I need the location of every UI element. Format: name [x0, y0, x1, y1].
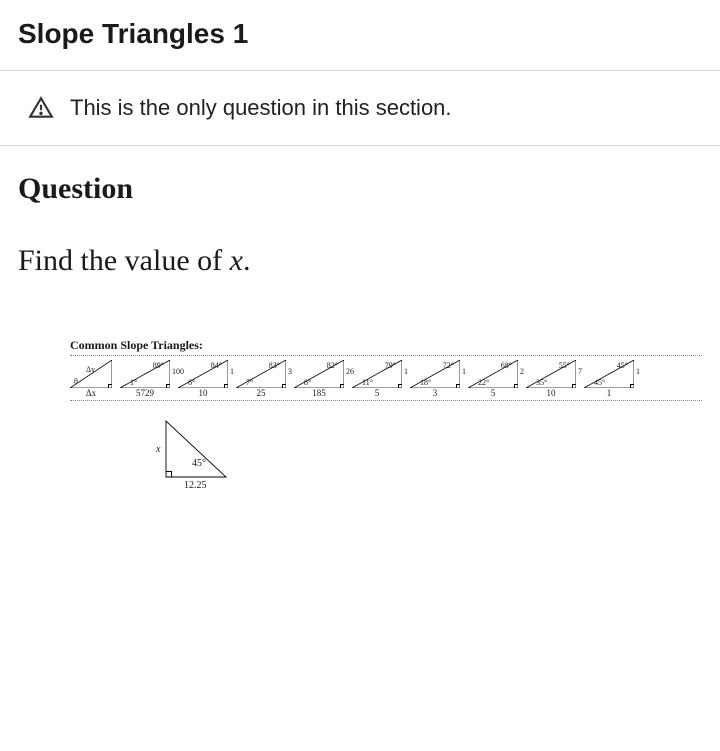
base-label: 25	[257, 389, 266, 398]
base-label: 5	[375, 389, 380, 398]
right-angle-icon	[166, 471, 172, 477]
bottom-angle-label: 6°	[188, 379, 195, 387]
bottom-angle-label: 35°	[536, 379, 547, 387]
bottom-angle-label: 18°	[420, 379, 431, 387]
solo-triangle: x 45° 12.25	[160, 419, 232, 489]
right-side-label: 1	[636, 368, 640, 376]
prompt-prefix: Find the value of	[18, 244, 230, 277]
figure-title: Common Slope Triangles:	[70, 338, 702, 353]
base-label: 5	[491, 389, 496, 398]
right-side-label: 1	[230, 368, 234, 376]
top-angle-label: 55°	[559, 362, 570, 370]
bottom-angle-label: 45°	[594, 379, 605, 387]
right-angle-icon	[282, 384, 286, 388]
right-angle-icon	[224, 384, 228, 388]
top-angle-label: 79°	[385, 362, 396, 370]
right-angle-icon	[108, 384, 112, 388]
bottom-angle-label: 11°	[362, 379, 373, 387]
prompt-variable: x	[230, 244, 243, 277]
delta-x-label: Δx	[86, 389, 96, 398]
solo-base-label: 12.25	[184, 481, 207, 491]
top-angle-label: 72°	[443, 362, 454, 370]
bottom-angle-label: 1°	[130, 379, 137, 387]
right-side-label: 3	[288, 368, 292, 376]
theta-label: θ	[74, 378, 78, 386]
base-label: 10	[547, 389, 556, 398]
right-angle-icon	[166, 384, 170, 388]
right-side-label: 2	[520, 368, 524, 376]
slope-triangle: 83°7°325	[236, 360, 286, 398]
warning-icon	[28, 95, 54, 121]
base-label: 5729	[136, 389, 154, 398]
solo-triangle-row: x 45° 12.25	[70, 419, 702, 489]
alert-text: This is the only question in this sectio…	[70, 95, 452, 121]
right-angle-icon	[398, 384, 402, 388]
top-angle-label: 82°	[327, 362, 338, 370]
slope-triangle: 45°45°11	[584, 360, 634, 398]
top-angle-label: 68°	[501, 362, 512, 370]
triangle-row: θ Δy Δx 89°1°100572984°6°11083°7°32582°8…	[70, 355, 702, 401]
top-angle-label: 83°	[269, 362, 280, 370]
bottom-angle-label: 7°	[246, 379, 253, 387]
right-angle-icon	[630, 384, 634, 388]
base-label: 3	[433, 389, 438, 398]
page-title: Slope Triangles 1	[0, 0, 720, 70]
slope-triangle: 84°6°110	[178, 360, 228, 398]
base-label: 10	[199, 389, 208, 398]
right-angle-icon	[340, 384, 344, 388]
slope-triangle: 72°18°13	[410, 360, 460, 398]
bottom-angle-label: 22°	[478, 379, 489, 387]
base-label: 1	[607, 389, 612, 398]
figure: Common Slope Triangles: θ Δy Δx 89°1°100…	[0, 288, 720, 499]
question-prompt: Find the value of x.	[0, 216, 720, 288]
prompt-suffix: .	[243, 244, 251, 277]
slope-triangle: 82°8°26185	[294, 360, 344, 398]
right-angle-icon	[514, 384, 518, 388]
slope-triangle: 89°1°1005729	[120, 360, 170, 398]
right-side-label: 1	[404, 368, 408, 376]
base-label: 185	[312, 389, 326, 398]
alert-row: This is the only question in this sectio…	[0, 71, 720, 145]
slope-triangle: 55°35°710	[526, 360, 576, 398]
bottom-angle-label: 8°	[304, 379, 311, 387]
right-side-label: 7	[578, 368, 582, 376]
reference-triangle: θ Δy Δx	[70, 360, 112, 398]
right-angle-icon	[572, 384, 576, 388]
solo-angle-label: 45°	[192, 459, 206, 469]
slope-triangle: 79°11°15	[352, 360, 402, 398]
right-side-label: 1	[462, 368, 466, 376]
top-angle-label: 45°	[617, 362, 628, 370]
top-angle-label: 84°	[211, 362, 222, 370]
delta-y-label: Δy	[86, 366, 95, 374]
solo-left-label: x	[156, 445, 160, 455]
slope-triangle: 68°22°25	[468, 360, 518, 398]
right-angle-icon	[456, 384, 460, 388]
top-angle-label: 89°	[153, 362, 164, 370]
question-heading: Question	[0, 146, 720, 216]
